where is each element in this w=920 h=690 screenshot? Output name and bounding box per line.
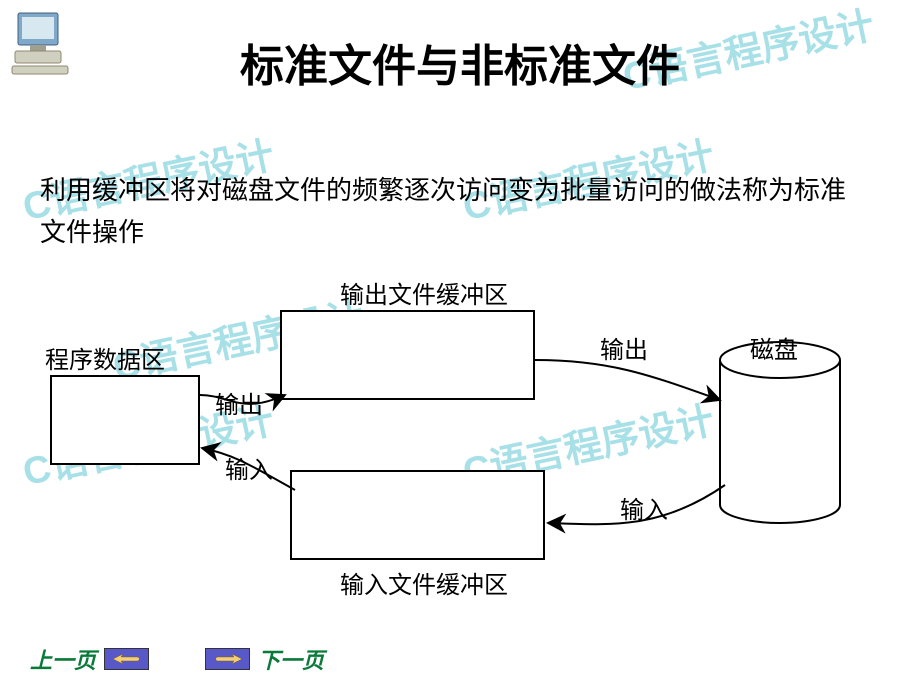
output-label-2: 输出 (600, 330, 648, 365)
disk-cylinder (718, 340, 842, 525)
input-buffer-box (290, 470, 545, 560)
output-buffer-box (280, 310, 535, 400)
program-data-label: 程序数据区 (45, 340, 165, 375)
prev-hand-icon[interactable] (104, 648, 149, 670)
prev-page-label[interactable]: 上一页 (30, 643, 96, 675)
body-text: 利用缓冲区将对磁盘文件的频繁逐次访问变为批量访问的做法称为标准文件操作 (40, 170, 870, 253)
nav-bar: 上一页 下一页 (30, 643, 324, 675)
input-buffer-label: 输入文件缓冲区 (340, 565, 508, 600)
slide: C语言程序设计C语言程序设计C语言程序设计C语言程序设计C语言程序设计C语言程序… (0, 0, 920, 690)
next-page-label[interactable]: 下一页 (258, 643, 324, 675)
disk-label: 磁盘 (750, 330, 798, 365)
program-data-box (50, 375, 200, 465)
input-label-2: 输入 (620, 490, 668, 525)
input-label-1: 输入 (225, 450, 273, 485)
output-label-1: 输出 (215, 385, 263, 420)
page-title: 标准文件与非标准文件 (0, 30, 920, 94)
next-hand-icon[interactable] (205, 648, 250, 670)
output-buffer-label: 输出文件缓冲区 (340, 275, 508, 310)
